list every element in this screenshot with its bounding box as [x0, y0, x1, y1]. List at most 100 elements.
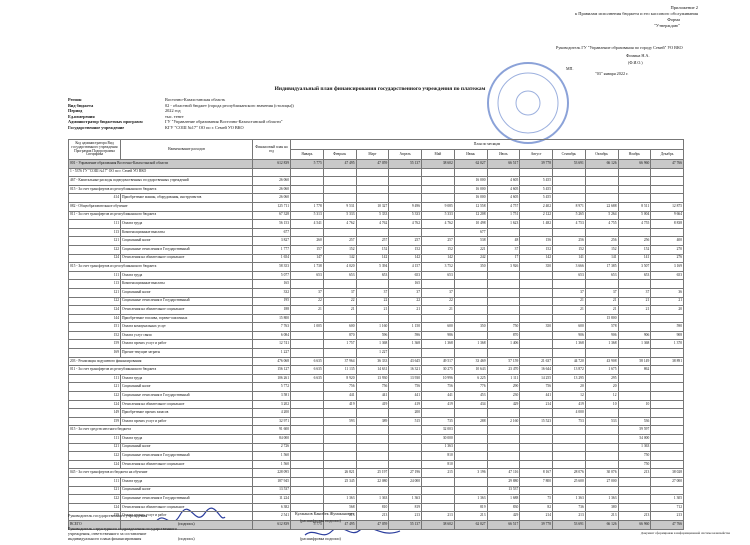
number-cell: [584, 176, 619, 186]
number-cell: 441: [421, 391, 455, 401]
number-cell: [519, 442, 553, 453]
number-cell: 6 635: [290, 356, 324, 367]
signature-decode: (расшифровка подписи): [300, 518, 341, 523]
number-cell: [617, 408, 652, 418]
number-cell: 756: [519, 382, 553, 393]
number-cell: 1 368: [453, 339, 488, 350]
number-cell: 600: [552, 322, 586, 332]
number-cell: [584, 451, 619, 461]
number-cell: 1 778: [290, 201, 324, 212]
text-cell: Оплата прочих услуг и работ: [120, 339, 253, 350]
number-cell: [519, 296, 553, 307]
number-cell: 10 327: [355, 201, 390, 212]
number-cell: 332: [252, 287, 291, 298]
number-cell: 39 778: [519, 159, 553, 169]
number-cell: [617, 373, 652, 384]
number-cell: [617, 313, 652, 324]
number-cell: 1 368: [584, 339, 619, 350]
number-cell: 4 762: [388, 219, 422, 229]
number-cell: [322, 176, 357, 186]
number-cell: 25 600: [552, 476, 586, 487]
info-label: Регион: [68, 97, 82, 102]
number-cell: 66 517: [486, 159, 521, 169]
number-cell: 21: [322, 305, 357, 315]
number-cell: [355, 442, 390, 453]
number-cell: [552, 485, 586, 496]
number-cell: [552, 176, 586, 186]
text-cell: Социальный налог: [120, 485, 253, 496]
number-cell: [519, 434, 553, 444]
number-cell: 986: [421, 330, 455, 341]
text-cell: 121: [68, 442, 121, 453]
text-cell: Оплата услуг связи: [120, 330, 253, 341]
number-cell: 7 763: [252, 322, 291, 332]
number-cell: 38 891: [650, 356, 684, 367]
number-cell: 17 385: [584, 262, 619, 272]
table-row: 124 Отчисления на обязательное социальное…: [68, 305, 684, 315]
number-cell: 8 971: [552, 201, 586, 212]
number-cell: 2 402: [519, 201, 553, 212]
number-cell: 653: [617, 270, 652, 281]
number-cell: [322, 442, 357, 453]
number-cell: 214: [519, 399, 553, 410]
number-cell: 38 028: [650, 468, 684, 478]
number-cell: 5 775: [290, 159, 324, 169]
text-cell: 111: [68, 476, 121, 487]
number-cell: 600: [322, 322, 357, 332]
number-cell: 13 872: [552, 365, 586, 375]
number-cell: 21: [650, 296, 684, 307]
number-cell: [519, 408, 553, 418]
number-cell: 750: [617, 459, 652, 470]
number-cell: 152: [584, 244, 619, 255]
table-row: 121 Социальный налог 3 827 260 257 257 257 257 5…: [68, 236, 684, 246]
number-cell: 38 602: [421, 519, 455, 530]
number-cell: 756: [355, 382, 390, 393]
month-header: Апрель: [388, 149, 422, 160]
number-cell: [453, 279, 488, 289]
number-cell: 350: [519, 322, 553, 332]
number-cell: 2 541: [252, 511, 291, 521]
number-cell: 3 926: [486, 262, 521, 272]
number-cell: 37 964: [322, 356, 357, 367]
number-cell: 830: [486, 502, 521, 513]
number-cell: 47 059: [355, 519, 390, 530]
number-cell: 908: [650, 330, 684, 341]
text-cell: Социальный налог: [120, 382, 253, 393]
table-row: 011 - За счет трансфертов из республикан…: [68, 210, 684, 221]
number-cell: [322, 184, 357, 195]
number-cell: 228 095: [252, 468, 291, 478]
number-cell: 13 295: [552, 373, 586, 384]
text-cell: Оплата коммунальных услуг: [120, 322, 253, 332]
number-cell: [290, 425, 324, 435]
number-cell: [486, 313, 521, 324]
number-cell: [453, 348, 488, 358]
number-cell: [486, 348, 521, 358]
number-cell: [650, 365, 684, 375]
number-cell: 441: [322, 391, 357, 401]
number-cell: 1 150: [388, 322, 422, 332]
table-row: 1 - 5376 ГУ "СОШ №17" ОО по г. Семей УО …: [68, 167, 684, 178]
number-cell: 1 227: [252, 348, 291, 358]
number-cell: 22: [355, 296, 390, 307]
number-cell: 30 275: [421, 365, 455, 375]
number-cell: 21: [388, 305, 422, 315]
text-cell: Компенсационные выплаты: [120, 227, 253, 238]
table-row: 045 - За счет трансфертов из бюджета на …: [68, 468, 684, 478]
number-cell: 419: [322, 399, 357, 410]
header-row: Код администратора Вид государственного …: [68, 139, 684, 160]
number-cell: 1 370: [650, 339, 684, 350]
number-cell: 810: [355, 502, 390, 513]
number-cell: [355, 485, 390, 496]
number-cell: 1 623: [486, 219, 521, 229]
number-cell: 8 511: [617, 201, 652, 212]
number-cell: [650, 451, 684, 461]
number-cell: 54 000: [617, 434, 652, 444]
number-cell: [290, 485, 324, 496]
number-cell: 819: [453, 502, 488, 513]
number-cell: [355, 451, 390, 461]
number-cell: 419: [421, 399, 455, 410]
number-cell: [519, 485, 553, 496]
number-cell: [617, 322, 652, 332]
number-cell: 11 224: [252, 494, 291, 504]
number-cell: [388, 227, 422, 238]
